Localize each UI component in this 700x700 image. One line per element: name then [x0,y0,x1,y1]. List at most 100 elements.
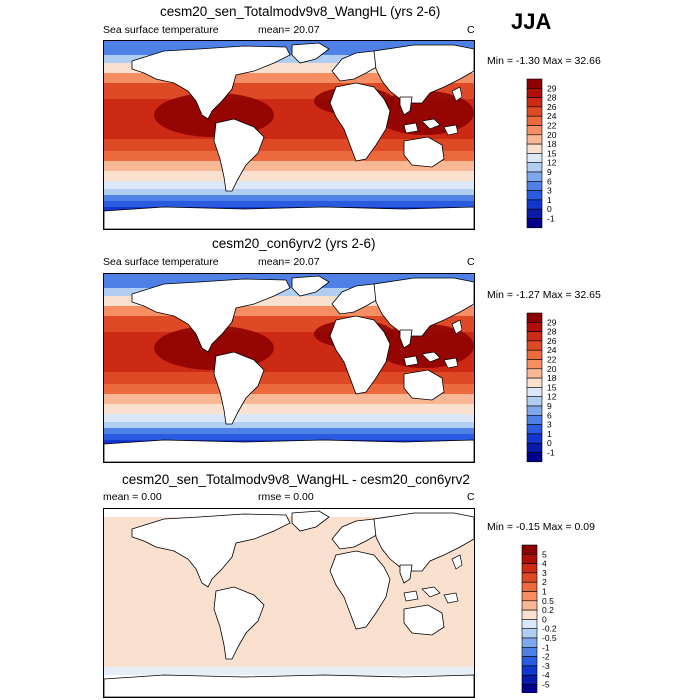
colorbar-box [521,628,538,639]
sst-band [104,189,474,195]
colorbar-box [526,368,543,379]
land-mass [131,278,291,353]
diff-field-north [104,509,474,517]
colorbar-box [526,88,543,98]
sst-hotspot [374,91,474,135]
colorbar-box [526,377,543,388]
land-mass [403,369,445,401]
colorbar-label: 0 [547,438,552,448]
colorbar-box [521,581,538,592]
colorbar-box [526,349,543,360]
sst-band [104,161,474,171]
colorbar-label: 24 [547,345,557,355]
sst-band [104,181,474,189]
panel3-map-svg [104,509,474,697]
colorbar-box [526,208,543,219]
land-mass [403,604,445,636]
colorbar-box [526,340,543,351]
panel2-mean: mean= 20.07 [258,256,320,268]
colorbar-label: 3 [547,420,552,430]
colorbar-box [526,405,543,416]
sst-band [104,195,474,201]
colorbar-box [526,181,543,191]
land-mass [213,118,265,192]
sst-band [104,139,474,151]
land-mass [291,42,330,64]
panel3-units: C [467,491,475,503]
colorbar-label: 6 [547,176,552,186]
colorbar-label: 0 [547,204,552,214]
colorbar-box [521,600,538,611]
colorbar-label: -3 [542,661,550,671]
island [451,554,463,570]
island [421,351,441,363]
colorbar-label: -5 [542,680,550,690]
sst-band [104,151,474,161]
land-mass [373,44,474,104]
colorbar-box [526,218,543,229]
colorbar-label: 5 [542,549,547,559]
colorbar-box [526,415,543,425]
land-mass [399,96,413,116]
colorbar-box [526,322,543,332]
panel1-map-svg [104,41,474,229]
colorbar-label: 2 [542,577,547,587]
land-mass [104,674,474,697]
colorbar-box [526,153,543,164]
colorbar-box [521,554,538,564]
colorbar-label: 3 [542,568,547,578]
sst-band [104,384,474,394]
colorbar-label: 12 [547,158,557,168]
colorbar-box [526,115,543,126]
colorbar-box [526,106,543,117]
island [443,124,459,136]
colorbar-label: 29 [547,317,557,327]
colorbar-label: 1 [542,587,547,597]
colorbar-box [526,162,543,173]
panel1-title: cesm20_sen_Totalmodv9v8_WangHL (yrs 2-6) [160,4,441,19]
colorbar-label: 0.5 [542,596,554,606]
panel2-units: C [467,256,475,268]
colorbar-label: 1 [547,429,552,439]
island [403,590,419,602]
sst-band [104,404,474,414]
island [451,319,463,335]
sst-band [104,55,474,63]
colorbar-label: 29 [547,83,557,93]
colorbar-box [521,619,538,630]
colorbar-label: 22 [547,121,557,131]
land-mass [373,512,474,572]
sst-band [104,73,474,83]
colorbar-box [526,387,543,398]
colorbar-label: 9 [547,401,552,411]
panel3-map [103,508,475,698]
island [403,122,419,134]
colorbar-label: 18 [547,139,557,149]
land-mass [104,439,474,462]
sst-band [104,288,474,296]
colorbar-label: -1 [547,448,555,458]
land-mass [329,82,391,162]
land-mass [131,513,291,588]
colorbar-box [526,199,543,210]
colorbar-label: 15 [547,148,557,158]
panel1-variable: Sea surface temperature [103,24,219,36]
sst-band [104,296,474,306]
panel2-variable: Sea surface temperature [103,256,219,268]
panel2-title: cesm20_con6yrv2 (yrs 2-6) [212,236,376,251]
colorbar-box [521,563,538,574]
colorbar-box [521,647,538,657]
colorbar-label: 12 [547,392,557,402]
land-mass [399,329,413,349]
island [443,592,459,604]
colorbar-label: -1 [547,214,555,224]
colorbar-label: 28 [547,93,557,103]
land-mass [329,550,391,630]
colorbar-label: 6 [547,410,552,420]
sst-hotspot [374,324,474,368]
colorbar-box [526,171,543,182]
land-mass [329,315,391,395]
